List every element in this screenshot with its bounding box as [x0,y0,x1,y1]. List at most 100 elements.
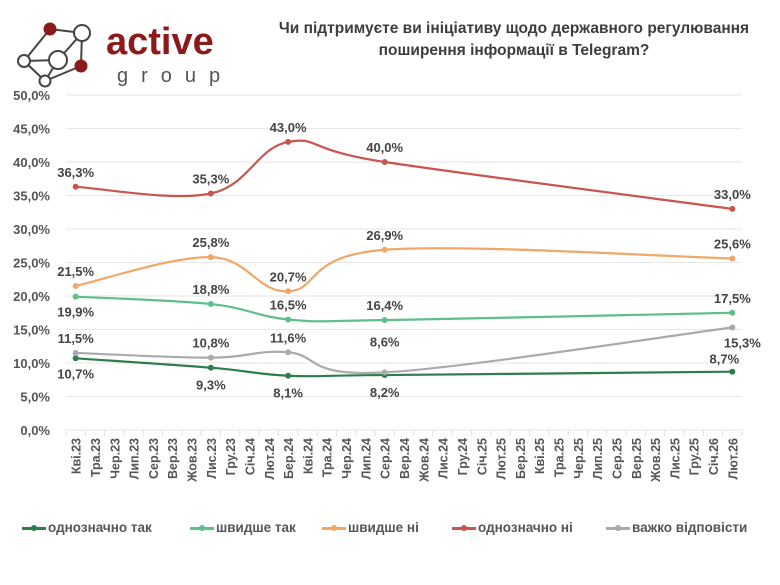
data-point [729,324,736,331]
legend-label: однозначно так [48,520,152,535]
data-point [285,349,292,356]
x-tick-label: Бер.24 [282,438,296,479]
legend-swatch-icon [22,522,46,534]
legend-item[interactable]: швидше так [190,520,296,535]
data-label: 10,7% [57,366,94,381]
data-label: 8,1% [273,386,303,401]
x-tick-label: Лют.25 [495,438,509,480]
data-point [207,190,214,197]
x-tick-label: Кві.25 [533,438,547,474]
data-point [72,293,79,300]
data-label: 15,3% [724,335,761,350]
x-tick-label: Лип.23 [128,438,142,479]
x-tick-label: Лип.24 [359,438,373,479]
data-point [381,246,388,253]
y-tick-label: 25,0% [13,256,50,271]
data-label: 11,5% [58,331,95,346]
data-label: 10,8% [192,336,229,351]
data-point [285,288,292,295]
legend-label: важко відповісти [632,520,748,535]
data-label: 25,8% [192,235,229,250]
data-label: 17,5% [714,291,751,306]
x-tick-label: Лис.23 [205,438,219,479]
series-line [75,139,733,210]
series-line [75,295,733,323]
data-point [207,354,214,361]
legend-label: швидше так [216,520,296,535]
data-label: 9,3% [196,378,226,393]
y-tick-label: 20,0% [13,289,50,304]
logo-word-group: group [117,65,233,87]
y-tick-label: 10,0% [13,356,50,371]
x-tick-label: Жов.23 [186,438,200,483]
data-point [285,316,292,323]
series-line [75,326,733,375]
legend-swatch-icon [606,522,630,534]
y-tick-label: 40,0% [13,155,50,170]
x-tick-label: Лис.25 [668,438,682,479]
legend-swatch-icon [322,522,346,534]
logo: active group [17,21,233,88]
x-tick-label: Сер.23 [147,438,161,479]
x-tick-label: Лют.26 [726,438,740,480]
y-tick-label: 0,0% [20,423,50,438]
x-tick-label: Гру.24 [456,438,470,475]
data-label: 26,9% [366,228,403,243]
x-tick-label: Чер.24 [340,438,354,479]
legend-swatch-icon [452,522,476,534]
data-label: 18,8% [192,282,229,297]
x-tick-label: Вер.24 [398,438,412,479]
data-point [729,309,736,316]
x-axis: Кві.23 Тра.23 Чер.23 Лип.23 Сер.23 Вер.23 Жов.… [65,430,743,483]
data-label: 19,9% [57,305,94,320]
data-label: 8,7% [710,352,740,367]
x-tick-label: Січ.25 [475,438,489,475]
x-tick-label: Кві.24 [301,438,315,474]
data-label: 33,0% [714,187,751,202]
data-point [72,355,79,362]
x-tick-label: Чер.23 [108,438,122,479]
series-line [75,247,733,293]
chart-title-line-1: Чи підтримуєте ви ініціативу щодо держав… [278,20,750,37]
data-point [72,282,79,289]
data-label: 20,7% [270,269,307,284]
y-axis: 0,0% 5,0% 10,0% 15,0% 20,0% 25,0% 30,0% 35,0% 40… [13,88,50,438]
x-tick-label: Лис.24 [437,438,451,479]
data-label: 43,0% [270,120,307,135]
x-tick-label: Гру.25 [688,438,702,475]
series-lines [72,138,736,379]
data-point [72,183,79,190]
data-point [285,138,292,145]
chart-title: Чи підтримуєте ви ініціативу щодо держав… [250,18,778,62]
legend: однозначно так швидше так швидше ні однозна… [0,520,780,542]
y-tick-label: 5,0% [20,390,50,405]
data-point [72,349,79,356]
legend-item[interactable]: швидше ні [322,520,419,535]
data-point [285,372,292,379]
data-label: 16,5% [270,297,307,312]
data-point [381,369,388,376]
data-label: 21,5% [57,264,94,279]
x-tick-label: Січ.26 [707,438,721,475]
data-point [207,254,214,261]
x-tick-label: Сер.25 [610,438,624,479]
legend-item[interactable]: важко відповісти [606,520,747,535]
data-point [207,364,214,371]
y-tick-label: 30,0% [13,222,50,237]
data-label: 36,3% [57,165,94,180]
x-tick-label: Бер.25 [514,438,528,479]
x-tick-label: Чер.25 [572,438,586,479]
data-point [381,159,388,165]
x-tick-label: Тра.24 [321,438,335,477]
x-tick-label: Лют.24 [263,438,277,480]
chart-title-line-2: поширення інформації в Telegram? [378,42,650,59]
data-point [729,368,736,375]
legend-item[interactable]: однозначно так [22,520,152,535]
legend-item[interactable]: однозначно ні [452,520,573,535]
x-tick-label: Гру.23 [224,438,238,475]
x-tick-label: Лип.25 [591,438,605,479]
logo-word-active: active [106,21,214,63]
data-label: 35,3% [192,171,229,186]
network-nodes-icon [17,22,91,88]
data-label: 25,6% [714,236,751,251]
